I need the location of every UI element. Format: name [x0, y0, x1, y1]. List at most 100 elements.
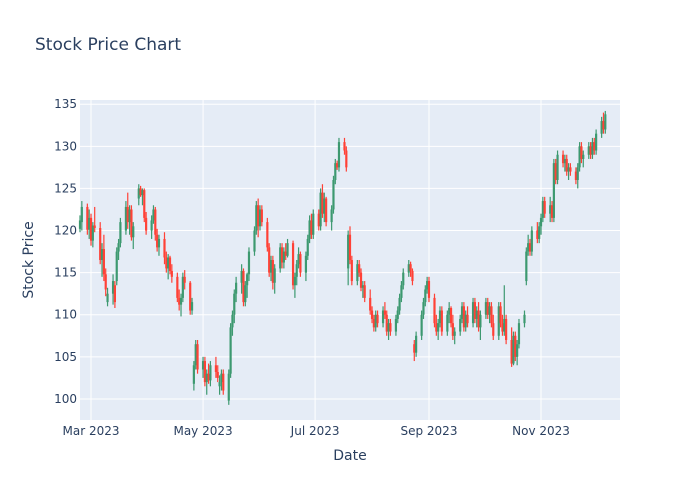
- candle-body: [253, 230, 256, 252]
- candle-down: [569, 163, 572, 176]
- candle-body: [222, 373, 225, 391]
- candle-body: [271, 260, 274, 283]
- candle-body: [567, 167, 570, 172]
- candle-up: [420, 310, 423, 340]
- x-tick-label: Jul 2023: [290, 424, 340, 438]
- candle-up: [459, 314, 462, 336]
- candle-down: [325, 196, 328, 227]
- candle-up: [229, 323, 232, 378]
- candle-down: [102, 234, 105, 282]
- candle-body: [499, 306, 502, 324]
- candle-body: [244, 285, 247, 303]
- candle-body: [541, 201, 544, 218]
- candle-body: [323, 198, 326, 214]
- candle-up: [231, 310, 234, 336]
- candle-up: [591, 137, 594, 159]
- candle-down: [145, 212, 148, 235]
- candle-body: [137, 188, 140, 199]
- candle-body: [189, 282, 192, 311]
- candle-down: [451, 314, 454, 340]
- candle-down: [565, 154, 568, 176]
- candle-down: [433, 293, 436, 328]
- candle-up: [119, 217, 122, 248]
- candle-down: [473, 297, 476, 324]
- candle-down: [536, 222, 539, 244]
- candle-body: [330, 209, 333, 223]
- candle-down: [486, 297, 489, 319]
- candle-down: [214, 356, 218, 378]
- candle-body: [527, 243, 530, 252]
- candle-down: [163, 232, 166, 265]
- candle-up: [297, 247, 300, 269]
- candle-down: [449, 306, 453, 328]
- candle-up: [192, 361, 195, 391]
- candle-up: [312, 209, 315, 239]
- candle-up: [115, 247, 118, 286]
- candle-body: [266, 222, 269, 248]
- candle-body: [235, 282, 238, 294]
- candle-down: [165, 251, 168, 273]
- candle-down: [499, 302, 502, 328]
- candle-body: [503, 318, 506, 332]
- candle-body: [216, 372, 219, 378]
- candle-up: [235, 276, 238, 303]
- candle-body: [291, 243, 295, 286]
- candle-down: [336, 160, 339, 170]
- candle-up: [295, 260, 298, 286]
- candle-body: [413, 344, 416, 353]
- candle-up: [448, 302, 451, 324]
- candle-up: [525, 247, 528, 286]
- candle-up: [563, 154, 566, 172]
- candle-down: [345, 146, 348, 172]
- candle-down: [321, 184, 324, 218]
- candle-down: [126, 192, 129, 229]
- candle-body: [255, 205, 258, 231]
- x-tick-label: Nov 2023: [512, 424, 570, 438]
- candle-body: [514, 335, 517, 357]
- candle-down: [154, 206, 157, 241]
- candle-up: [306, 234, 309, 260]
- candle-down: [266, 217, 269, 252]
- candle-body: [589, 146, 592, 155]
- candle-body: [336, 163, 339, 168]
- candle-up: [319, 188, 322, 231]
- candle-body: [119, 222, 122, 244]
- candle-up: [233, 289, 236, 324]
- candle-down: [505, 314, 508, 345]
- candle-body: [154, 209, 157, 235]
- candle-body: [387, 323, 390, 332]
- candle-down: [139, 185, 142, 197]
- candle-body: [179, 297, 183, 305]
- candle-body: [369, 297, 372, 311]
- candle-down: [462, 302, 465, 332]
- candle-body: [350, 260, 353, 282]
- candle-up: [539, 213, 543, 235]
- candle-body: [88, 217, 91, 230]
- candle-body: [117, 243, 120, 252]
- y-axis-title: Stock Price: [21, 221, 37, 298]
- candle-body: [299, 254, 302, 273]
- candle-up: [407, 260, 410, 277]
- candle-body: [370, 310, 374, 319]
- candle-body: [449, 308, 453, 324]
- candle-up: [255, 201, 258, 235]
- candle-down: [554, 158, 557, 185]
- candle-up: [218, 375, 221, 395]
- candle-up: [600, 116, 603, 138]
- candle-body: [86, 206, 89, 230]
- candle-up: [80, 201, 83, 231]
- candle-body: [247, 251, 251, 275]
- candle-body: [407, 264, 410, 273]
- candle-body: [381, 310, 385, 324]
- candle-body: [312, 213, 315, 235]
- candle-body: [152, 209, 155, 221]
- candle-body: [358, 264, 361, 273]
- x-tick-label: Mar 2023: [63, 424, 120, 438]
- candle-body: [376, 314, 379, 324]
- candle-up: [337, 137, 341, 172]
- chart-title: Stock Price Chart: [35, 35, 181, 55]
- candle-body: [549, 205, 552, 214]
- candle-up: [460, 302, 464, 324]
- candle-body: [437, 323, 440, 332]
